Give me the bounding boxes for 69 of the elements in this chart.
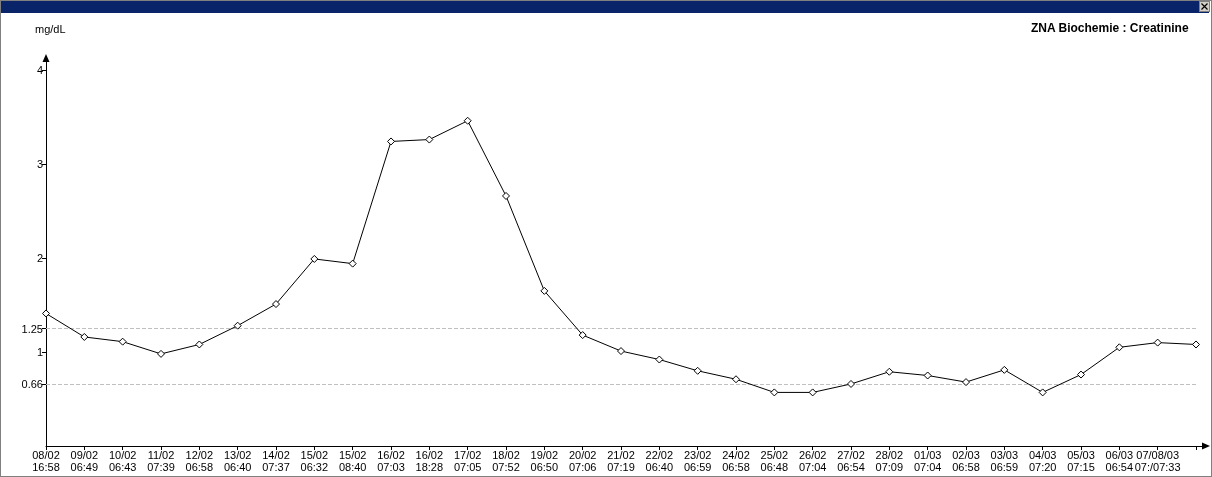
y-tick-label: 1 xyxy=(36,346,43,358)
x-tick-label: 21/02 07:19 xyxy=(607,449,635,473)
point xyxy=(885,367,894,376)
point xyxy=(157,349,165,358)
point xyxy=(348,259,357,268)
x-tick-label: 02/03 06:58 xyxy=(952,449,980,473)
point xyxy=(655,355,664,364)
point xyxy=(42,309,50,318)
x-tick-label: 08/02 16:58 xyxy=(32,449,60,473)
point xyxy=(233,321,242,330)
point xyxy=(617,347,625,356)
point xyxy=(578,331,587,340)
point xyxy=(1038,388,1047,397)
y-tick-label: 2 xyxy=(36,252,43,264)
x-tick-label: 14/02 07:37 xyxy=(262,449,290,473)
point xyxy=(1115,343,1124,352)
chart-title: ZNA Biochemie : Creatinine xyxy=(1030,21,1189,35)
x-tick-label: 22/02 06:40 xyxy=(645,449,674,473)
y-axis-title: mg/dL xyxy=(35,22,66,35)
point xyxy=(502,191,510,200)
x-tick-label: 26/02 07:04 xyxy=(798,449,827,473)
point xyxy=(310,254,319,263)
x-tick-label: 11/02 07:39 xyxy=(147,449,175,473)
x-tick-label: 19/02 06:50 xyxy=(530,449,559,473)
point xyxy=(1077,370,1085,379)
x-tick-label: 17/02 07:05 xyxy=(453,449,482,473)
x-tick-label: 12/02 06:58 xyxy=(185,449,214,473)
x-tick-label: 10/02 06:43 xyxy=(108,449,137,473)
point xyxy=(693,366,702,375)
point xyxy=(732,375,740,384)
point xyxy=(80,332,89,341)
y-tick-label: 4 xyxy=(36,64,43,76)
x-tick-label: 15/02 08:40 xyxy=(338,449,367,473)
x-tick-label: 18/02 07:52 xyxy=(492,449,520,473)
x-tick-label: 05/03 07:15 xyxy=(1067,449,1095,473)
x-tick-label: 16/02 07:03 xyxy=(377,449,405,473)
y-tick-label: 1.25 xyxy=(21,322,43,335)
point xyxy=(1192,340,1200,349)
point xyxy=(808,388,817,397)
x-tick-label: 06/03 06:54 xyxy=(1105,449,1134,473)
y-tick-label: 0.66 xyxy=(21,377,43,390)
point xyxy=(118,337,127,346)
point xyxy=(387,137,395,146)
point xyxy=(463,116,472,125)
point xyxy=(195,340,204,349)
point xyxy=(540,286,549,295)
x-tick-label: 27/02 06:54 xyxy=(837,449,865,473)
x-tick-label: 15/02 06:32 xyxy=(300,449,329,473)
point xyxy=(847,379,855,388)
x-tick-label: 01/03 07:04 xyxy=(913,449,942,473)
point xyxy=(962,378,970,387)
x-tick-label: 16/02 18:28 xyxy=(415,449,444,473)
x-tick-label: 13/02 06:40 xyxy=(223,449,252,473)
x-tick-label: 24/02 06:58 xyxy=(722,449,750,473)
x-tick-label: 03/03 06:59 xyxy=(990,449,1019,473)
x-tick-label: 04/03 07:20 xyxy=(1028,449,1057,473)
y-tick-label: 3 xyxy=(36,158,43,170)
x-tick-label: 25/02 06:48 xyxy=(760,449,789,473)
point xyxy=(425,135,434,144)
point xyxy=(923,371,932,380)
x-tick-label: 09/02 06:49 xyxy=(70,449,99,473)
x-tick-label: 20/02 07:06 xyxy=(568,449,597,473)
point xyxy=(1000,365,1009,374)
x-tick-label: 28/02 07:09 xyxy=(875,449,904,473)
point xyxy=(1153,338,1162,347)
point xyxy=(770,388,779,397)
point xyxy=(272,300,280,309)
x-tick-label: 07/08/03 07:/07:33 xyxy=(1134,449,1181,473)
x-tick-label: 23/02 06:59 xyxy=(683,449,712,473)
